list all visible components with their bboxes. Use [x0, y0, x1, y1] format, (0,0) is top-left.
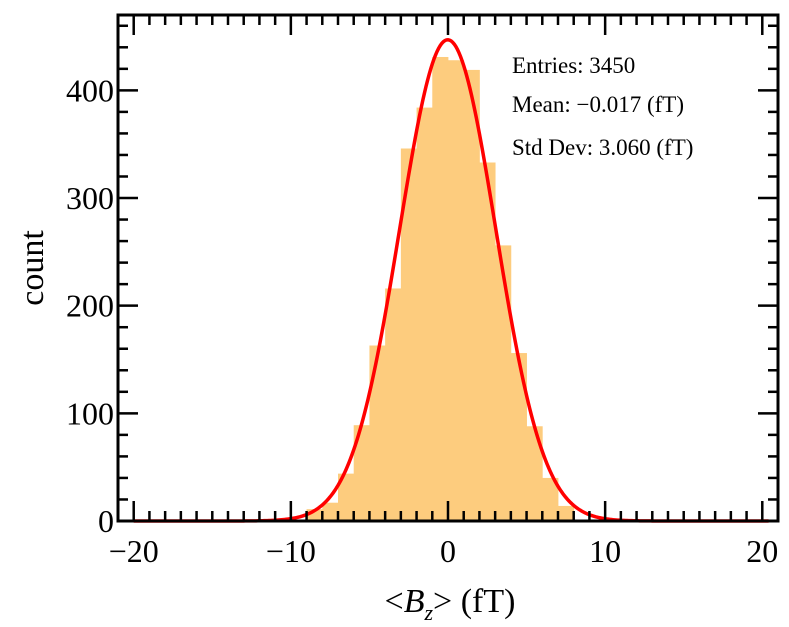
- histogram-bar: [306, 509, 323, 521]
- histogram-bar: [526, 426, 543, 521]
- stats-mean: Mean: −0.017 (fT): [512, 92, 684, 117]
- y-tick-label: 400: [66, 72, 114, 108]
- axis-ticks: [118, 15, 778, 521]
- histogram-bar: [542, 477, 559, 521]
- x-axis-label-subscript: z: [423, 600, 433, 625]
- x-axis-label-variable: B: [404, 583, 425, 620]
- histogram-bar: [495, 245, 512, 522]
- y-tick-label: 100: [66, 395, 114, 431]
- x-tick-label: −20: [109, 533, 159, 569]
- x-tick-label: 0: [440, 533, 456, 569]
- histogram-bar: [479, 162, 496, 521]
- histogram-bar: [558, 505, 575, 521]
- histogram-bar: [463, 69, 480, 522]
- x-axis-label-prefix: <: [385, 583, 404, 620]
- histogram-bar: [385, 288, 402, 521]
- stats-std-dev: Std Dev: 3.060 (fT): [512, 135, 693, 160]
- stats-entries: Entries: 3450: [512, 53, 635, 78]
- histogram-bar: [416, 107, 433, 522]
- histogram-bar: [353, 425, 370, 521]
- x-axis-label: <Bz> (fT): [385, 583, 516, 625]
- x-tick-label: 20: [746, 533, 778, 569]
- y-tick-label: 0: [98, 503, 114, 539]
- histogram-bar: [322, 502, 339, 521]
- histogram-bar: [338, 473, 355, 521]
- histogram-bar: [448, 60, 465, 522]
- y-tick-label: 300: [66, 180, 114, 216]
- histogram-bars: [290, 56, 575, 522]
- y-axis-label: count: [14, 230, 51, 306]
- y-tick-label: 200: [66, 288, 114, 324]
- x-tick-label: −10: [266, 533, 316, 569]
- stats-box: Entries: 3450 Mean: −0.017 (fT) Std Dev:…: [512, 53, 693, 160]
- histogram-bar: [432, 56, 449, 521]
- histogram-bar: [400, 148, 417, 522]
- histogram-bar: [510, 353, 527, 521]
- x-tick-label: 10: [589, 533, 621, 569]
- histogram-bar: [369, 345, 386, 521]
- x-axis-label-suffix: > (fT): [433, 583, 515, 620]
